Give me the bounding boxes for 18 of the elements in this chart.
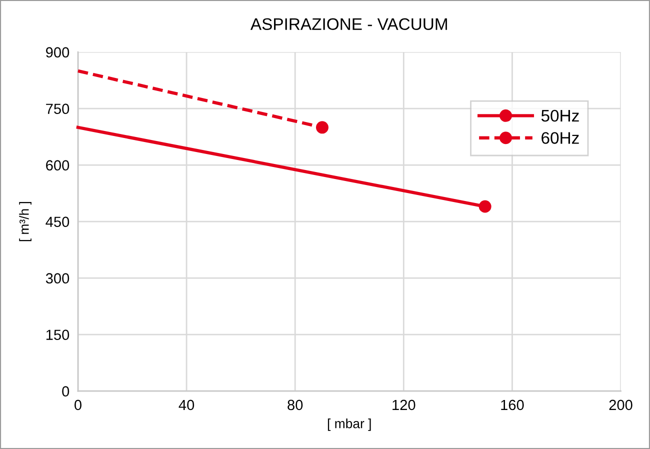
x-tick-label: 40 — [178, 400, 194, 410]
legend-label: 50Hz — [541, 110, 579, 122]
x-tick-label: 80 — [288, 400, 303, 410]
y-tick-label: 450 — [46, 216, 70, 228]
x-tick-label: 200 — [609, 400, 632, 410]
y-tick-label: 150 — [46, 330, 70, 340]
x-tick-label: 120 — [392, 400, 416, 410]
y-tick-label: 0 — [62, 386, 70, 397]
x-tick-label: 160 — [501, 400, 524, 410]
y-tick-label: 300 — [46, 273, 70, 284]
y-tick-label: 600 — [46, 160, 70, 171]
y-tick-label: 900 — [46, 47, 70, 58]
legend-label: 60Hz — [542, 132, 579, 144]
x-axis-title: [ mbar ] — [328, 418, 371, 431]
y-tick-label: 750 — [46, 104, 70, 114]
chart-title: ASPIRAZIONE - VACUUM — [250, 18, 447, 30]
y-axis-title: [ m³/h ] — [19, 202, 32, 242]
x-tick-label: 0 — [74, 400, 82, 410]
